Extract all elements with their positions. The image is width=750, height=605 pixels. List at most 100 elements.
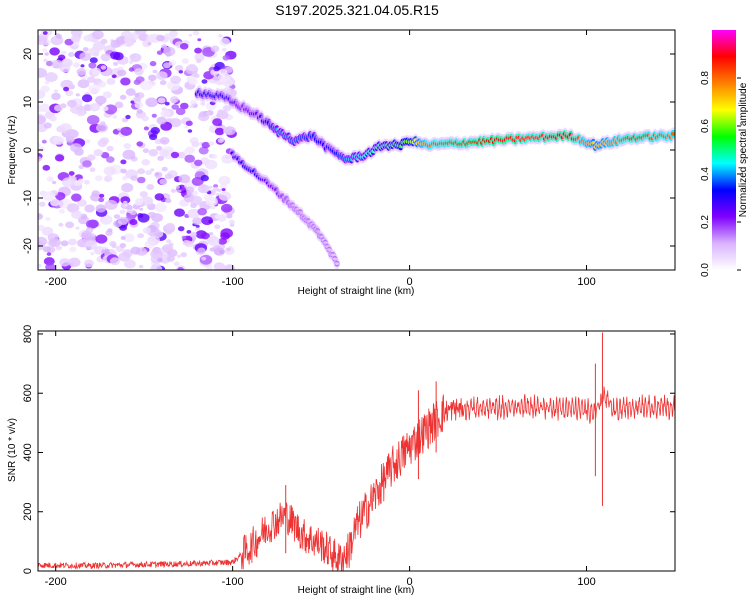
noise-blob: [82, 47, 89, 52]
noise-blob: [89, 167, 96, 172]
noise-blob: [71, 210, 83, 219]
noise-blob: [123, 143, 132, 149]
noise-blob: [219, 37, 230, 47]
noise-blob: [197, 247, 206, 255]
noise-blob: [154, 193, 165, 201]
noise-blob: [38, 213, 43, 220]
noise-blob: [55, 154, 65, 162]
noise-blob: [173, 261, 180, 267]
noise-blob: [106, 78, 116, 85]
noise-blob: [118, 66, 123, 71]
noise-blob: [195, 224, 200, 228]
noise-blob: [76, 68, 87, 76]
figure-title: S197.2025.321.04.05.R15: [275, 2, 439, 18]
noise-blob: [157, 155, 165, 161]
noise-blob: [69, 246, 77, 253]
noise-blob: [168, 60, 176, 66]
noise-blob: [43, 58, 48, 63]
noise-blob: [182, 239, 190, 246]
noise-blob: [147, 211, 157, 219]
noise-blob: [125, 114, 131, 120]
noise-blob: [177, 254, 182, 258]
noise-blob: [165, 198, 172, 204]
noise-blob: [76, 109, 86, 117]
noise-blob: [42, 164, 51, 171]
noise-blob: [45, 217, 51, 221]
noise-blob: [212, 186, 219, 192]
noise-blob: [217, 109, 225, 115]
noise-blob: [97, 139, 108, 148]
y-tick-label: 20: [22, 48, 34, 60]
snr-ylabel: SNR (10 * v/v): [7, 418, 18, 482]
noise-blob: [123, 233, 135, 243]
noise-blob: [38, 143, 41, 147]
noise-blob: [143, 126, 149, 131]
noise-blob: [161, 166, 168, 172]
x-tick-label: -100: [222, 276, 244, 288]
noise-blob: [160, 109, 171, 118]
noise-blob: [113, 214, 121, 220]
noise-blob: [179, 43, 189, 50]
noise-blob: [164, 173, 173, 180]
noise-blob: [199, 254, 213, 265]
spectrogram-xlabel: Height of straight line (km): [298, 286, 415, 297]
noise-blob: [201, 256, 207, 261]
noise-blob: [140, 196, 154, 207]
noise-blob: [67, 83, 74, 89]
noise-blob: [68, 52, 75, 57]
noise-blob: [221, 47, 227, 52]
noise-blob: [68, 171, 75, 176]
noise-blob: [184, 125, 189, 129]
noise-blob: [119, 243, 127, 248]
snr-frame: [37, 330, 676, 572]
noise-blob: [209, 205, 216, 210]
noise-blob: [145, 170, 152, 176]
noise-blob: [86, 115, 100, 125]
noise-blob: [84, 259, 94, 268]
noise-blob: [99, 215, 113, 225]
noise-blob: [83, 34, 93, 42]
noise-blob: [75, 226, 80, 230]
noise-blob: [139, 191, 148, 198]
noise-blob: [136, 141, 143, 147]
noise-blob: [152, 69, 158, 74]
y-tick-label: 0: [22, 147, 34, 153]
noise-blob: [145, 97, 158, 108]
noise-blob: [112, 115, 117, 119]
noise-blob: [77, 199, 87, 207]
noise-blob: [123, 35, 136, 44]
noise-blob: [134, 101, 144, 109]
noise-blob: [123, 259, 136, 269]
noise-blob: [46, 252, 52, 256]
noise-blob: [78, 178, 84, 183]
noise-blob: [189, 104, 194, 109]
noise-blob: [209, 232, 214, 236]
noise-blob: [156, 145, 163, 151]
noise-blob: [169, 118, 182, 128]
noise-blob: [84, 204, 95, 213]
colorbar-tick-label: 0.4: [700, 167, 711, 181]
noise-blob: [61, 50, 67, 55]
noise-blob: [176, 151, 186, 159]
noise-blob: [109, 257, 121, 266]
noise-blob: [63, 86, 70, 92]
noise-blob: [222, 55, 230, 61]
noise-blob: [119, 94, 127, 100]
noise-blob: [100, 53, 111, 62]
noise-blob: [110, 39, 121, 48]
noise-blob: [117, 69, 127, 77]
noise-blob: [45, 60, 53, 67]
noise-blob: [100, 152, 110, 159]
y-tick-label: 10: [22, 96, 34, 108]
noise-blob: [129, 219, 138, 226]
noise-blob: [43, 122, 52, 129]
noise-blob: [171, 104, 179, 110]
noise-blob: [187, 63, 197, 72]
noise-blob: [42, 31, 48, 35]
noise-blob: [72, 62, 80, 68]
noise-blob: [212, 118, 223, 126]
noise-blob: [149, 133, 158, 141]
noise-blob: [65, 129, 78, 139]
noise-blob: [194, 159, 203, 166]
